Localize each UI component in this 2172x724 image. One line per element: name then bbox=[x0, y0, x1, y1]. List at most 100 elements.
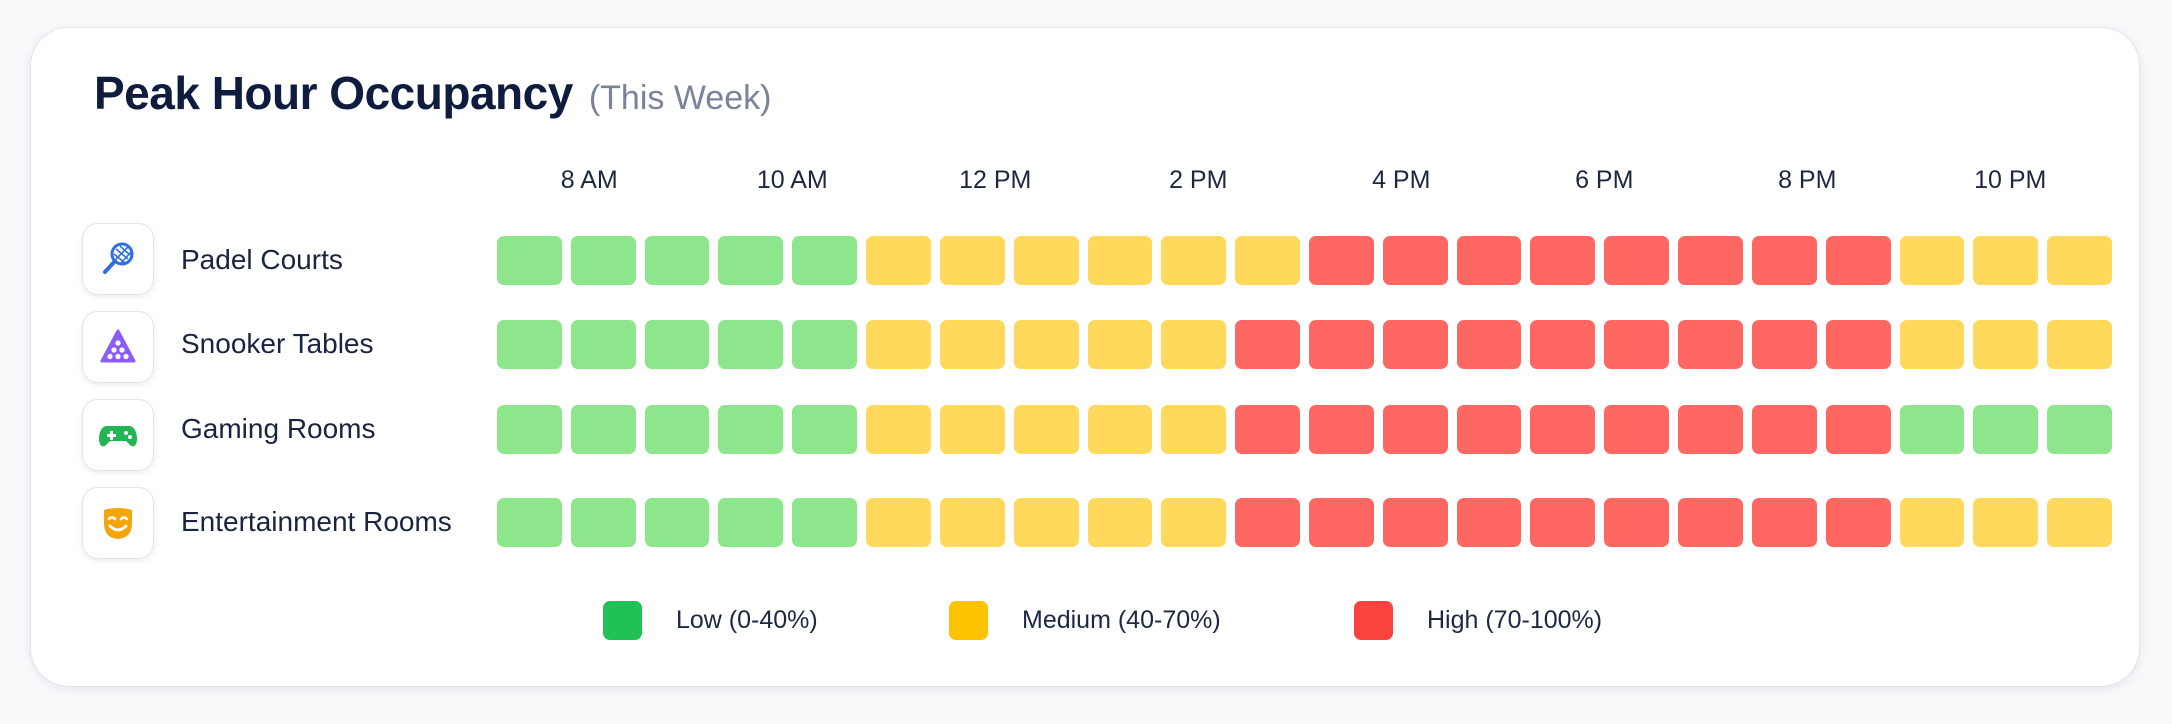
heatmap-cell-high bbox=[1604, 235, 1670, 285]
heatmap-cell-low bbox=[644, 404, 710, 454]
x-tick-label: 6 PM bbox=[1575, 166, 1634, 194]
heatmap-cell-high bbox=[1604, 404, 1670, 454]
heatmap-cell-high bbox=[1530, 497, 1596, 547]
heatmap-cell-low bbox=[718, 319, 784, 369]
heatmap-cell-medium bbox=[2047, 497, 2112, 547]
chart-title: Peak Hour Occupancy bbox=[94, 67, 573, 119]
heatmap-cell-medium bbox=[1087, 319, 1153, 369]
heatmap-cell-high bbox=[1751, 235, 1817, 285]
legend-low-swatch bbox=[603, 601, 642, 640]
heatmap-cell-high bbox=[1382, 497, 1448, 547]
x-tick-label: 10 AM bbox=[756, 166, 828, 194]
heatmap-cell-low bbox=[792, 319, 858, 369]
heatmap-cell-low bbox=[570, 404, 636, 454]
heatmap-cell-medium bbox=[1973, 235, 2039, 285]
heatmap-cell-medium bbox=[2047, 235, 2112, 285]
heatmap-cell-low bbox=[792, 404, 858, 454]
heatmap-cell-medium bbox=[1973, 497, 2039, 547]
entertainment-row-icon-box bbox=[82, 487, 154, 559]
padel-racket-icon bbox=[103, 242, 134, 274]
heatmap-cell-high bbox=[1530, 404, 1596, 454]
heatmap-cell-medium bbox=[2047, 319, 2112, 369]
heatmap-cell-high bbox=[1309, 497, 1374, 547]
x-tick-label: 8 PM bbox=[1778, 166, 1837, 194]
heatmap-cell-high bbox=[1825, 497, 1891, 547]
row-label: Entertainment Rooms bbox=[181, 506, 452, 537]
heatmap-cell-medium bbox=[1235, 235, 1300, 285]
legend-medium-swatch bbox=[949, 601, 988, 640]
legend-high: High (70-100%) bbox=[1354, 601, 1602, 640]
heatmap-cell-medium bbox=[1899, 319, 1965, 369]
heatmap-cell-high bbox=[1604, 497, 1670, 547]
heatmap-cell-high bbox=[1825, 235, 1891, 285]
legend-low: Low (0-40%) bbox=[603, 601, 818, 640]
heatmap-cell-high bbox=[1309, 404, 1374, 454]
heatmap-cell-low bbox=[644, 319, 710, 369]
heatmap-cell-low bbox=[718, 404, 784, 454]
chart-subtitle: (This Week) bbox=[588, 79, 772, 117]
heatmap-cell-high bbox=[1382, 319, 1448, 369]
x-tick-label: 4 PM bbox=[1372, 166, 1431, 194]
heatmap-cell-low bbox=[792, 235, 858, 285]
x-tick-label: 10 PM bbox=[1974, 166, 2047, 194]
heatmap-cell-high bbox=[1678, 404, 1743, 454]
heatmap-cell-low bbox=[1899, 404, 1965, 454]
heatmap-cell-high bbox=[1751, 497, 1817, 547]
heatmap-cell-medium bbox=[1013, 497, 1079, 547]
theater-mask-icon bbox=[104, 508, 132, 539]
heatmap-cell-high bbox=[1751, 404, 1817, 454]
heatmap-cell-high bbox=[1825, 404, 1891, 454]
snooker-triangle-icon bbox=[100, 329, 136, 363]
heatmap-cell-medium bbox=[1087, 497, 1153, 547]
heatmap-cell-medium bbox=[1013, 319, 1079, 369]
heatmap-cell-low bbox=[570, 319, 636, 369]
legend-medium-label: Medium (40-70%) bbox=[1022, 606, 1221, 634]
heatmap-cell-high bbox=[1382, 235, 1448, 285]
heatmap-cell-high bbox=[1530, 319, 1596, 369]
heatmap-cell-medium bbox=[1087, 404, 1153, 454]
heatmap-cell-high bbox=[1235, 404, 1300, 454]
heatmap-cell-medium bbox=[1899, 235, 1965, 285]
heatmap-cell-high bbox=[1678, 319, 1743, 369]
heatmap-cell-high bbox=[1456, 404, 1522, 454]
heatmap-cell-low bbox=[718, 235, 784, 285]
padel-row-icon-box bbox=[82, 223, 154, 295]
snooker-row-icon-box bbox=[82, 311, 154, 383]
heatmap-cell-medium bbox=[939, 497, 1005, 547]
heatmap-cell-medium bbox=[1013, 235, 1079, 285]
heatmap-cell-low bbox=[644, 497, 710, 547]
heatmap-cell-low bbox=[792, 497, 858, 547]
heatmap-cell-high bbox=[1604, 319, 1670, 369]
gaming-row-icon-box bbox=[82, 399, 154, 471]
heatmap-cell-high bbox=[1825, 319, 1891, 369]
heatmap-cell-high bbox=[1678, 235, 1743, 285]
heatmap-cell-high bbox=[1456, 319, 1522, 369]
heatmap-cell-high bbox=[1309, 235, 1374, 285]
heatmap-cell-medium bbox=[1161, 319, 1227, 369]
heatmap-cell-high bbox=[1235, 497, 1300, 547]
heatmap-cell-medium bbox=[1161, 235, 1227, 285]
heatmap-cell-medium bbox=[1087, 235, 1153, 285]
x-tick-label: 12 PM bbox=[959, 166, 1032, 194]
heatmap-cell-high bbox=[1678, 497, 1743, 547]
heatmap-cell-medium bbox=[1013, 404, 1079, 454]
heatmap-cell-high bbox=[1530, 235, 1596, 285]
heatmap-cell-medium bbox=[866, 319, 931, 369]
x-tick-label: 8 AM bbox=[560, 166, 618, 194]
heatmap-cell-medium bbox=[866, 235, 931, 285]
legend-medium: Medium (40-70%) bbox=[949, 601, 1221, 640]
heatmap-cell-low bbox=[497, 319, 562, 369]
gamepad-icon bbox=[99, 426, 137, 447]
heatmap-cell-low bbox=[497, 235, 562, 285]
heatmap-cell-medium bbox=[939, 319, 1005, 369]
heatmap-cell-low bbox=[497, 404, 562, 454]
heatmap-cell-medium bbox=[866, 497, 931, 547]
heatmap-cell-low bbox=[2047, 404, 2112, 454]
heatmap-cell-high bbox=[1309, 319, 1374, 369]
heatmap-cell-high bbox=[1235, 319, 1300, 369]
heatmap-cell-medium bbox=[1161, 404, 1227, 454]
heatmap-cell-medium bbox=[1899, 497, 1965, 547]
row-label: Padel Courts bbox=[181, 244, 343, 275]
heatmap-cell-medium bbox=[1161, 497, 1227, 547]
heatmap-cell-medium bbox=[939, 235, 1005, 285]
